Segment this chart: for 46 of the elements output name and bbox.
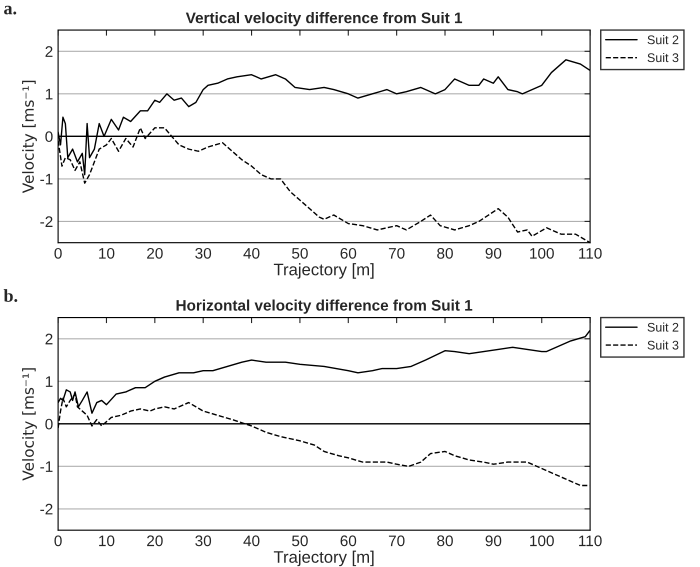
- y-tick-label: 1: [46, 376, 52, 387]
- x-axis-title: Trajectory [m]: [274, 263, 374, 279]
- x-tick-label: 60: [340, 535, 356, 546]
- legend-label: Suit 2: [648, 322, 678, 332]
- y-tick-label: -2: [40, 504, 52, 514]
- y-tick-label: -1: [40, 461, 52, 472]
- chart-title: Vertical velocity difference from Suit 1: [186, 12, 462, 26]
- x-tick-label: 20: [147, 248, 163, 259]
- y-tick-label: 0: [45, 418, 53, 430]
- y-axis-title: Velocity [ms⁻¹]: [22, 368, 37, 481]
- chart-title: Horizontal velocity difference from Suit 1: [176, 300, 472, 314]
- legend-label: Suit 3: [648, 52, 678, 62]
- x-tick-label: 40: [243, 535, 260, 546]
- y-tick-label: 0: [45, 131, 53, 142]
- legend-label: Suit 2: [648, 35, 678, 44]
- x-tick-label: 30: [195, 535, 212, 546]
- x-tick-label: 70: [388, 535, 405, 546]
- y-tick-label: 2: [46, 46, 52, 57]
- text: b.: [4, 289, 18, 302]
- x-tick-label: 30: [195, 248, 212, 259]
- x-tick-label: 0: [54, 535, 62, 546]
- x-tick-label: 110: [579, 535, 602, 546]
- x-tick-label: 40: [243, 248, 260, 259]
- x-tick-label: 100: [530, 535, 554, 546]
- x-tick-label: 10: [99, 248, 114, 259]
- y-tick-label: -2: [40, 216, 52, 227]
- x-tick-label: 70: [388, 248, 405, 259]
- y-axis-title: Velocity [ms⁻¹]: [22, 80, 37, 194]
- x-tick-label: 60: [340, 248, 356, 259]
- y-tick-label: -1: [40, 174, 52, 184]
- legend-label: Suit 3: [648, 340, 678, 350]
- x-tick-label: 100: [530, 248, 554, 259]
- x-tick-label: 110: [579, 248, 602, 259]
- text: a.: [4, 6, 16, 14]
- x-tick-label: 90: [486, 248, 502, 259]
- x-tick-label: 90: [486, 535, 502, 546]
- x-tick-label: 10: [99, 535, 114, 546]
- x-tick-label: 50: [292, 248, 308, 259]
- x-tick-label: 80: [437, 248, 453, 259]
- x-tick-label: 80: [437, 535, 453, 546]
- x-tick-label: 20: [147, 535, 163, 546]
- x-tick-label: 0: [54, 248, 62, 259]
- x-axis-title: Trajectory [m]: [274, 550, 374, 566]
- y-tick-label: 1: [46, 88, 52, 100]
- y-tick-label: 2: [46, 334, 52, 344]
- x-tick-label: 50: [292, 535, 308, 546]
